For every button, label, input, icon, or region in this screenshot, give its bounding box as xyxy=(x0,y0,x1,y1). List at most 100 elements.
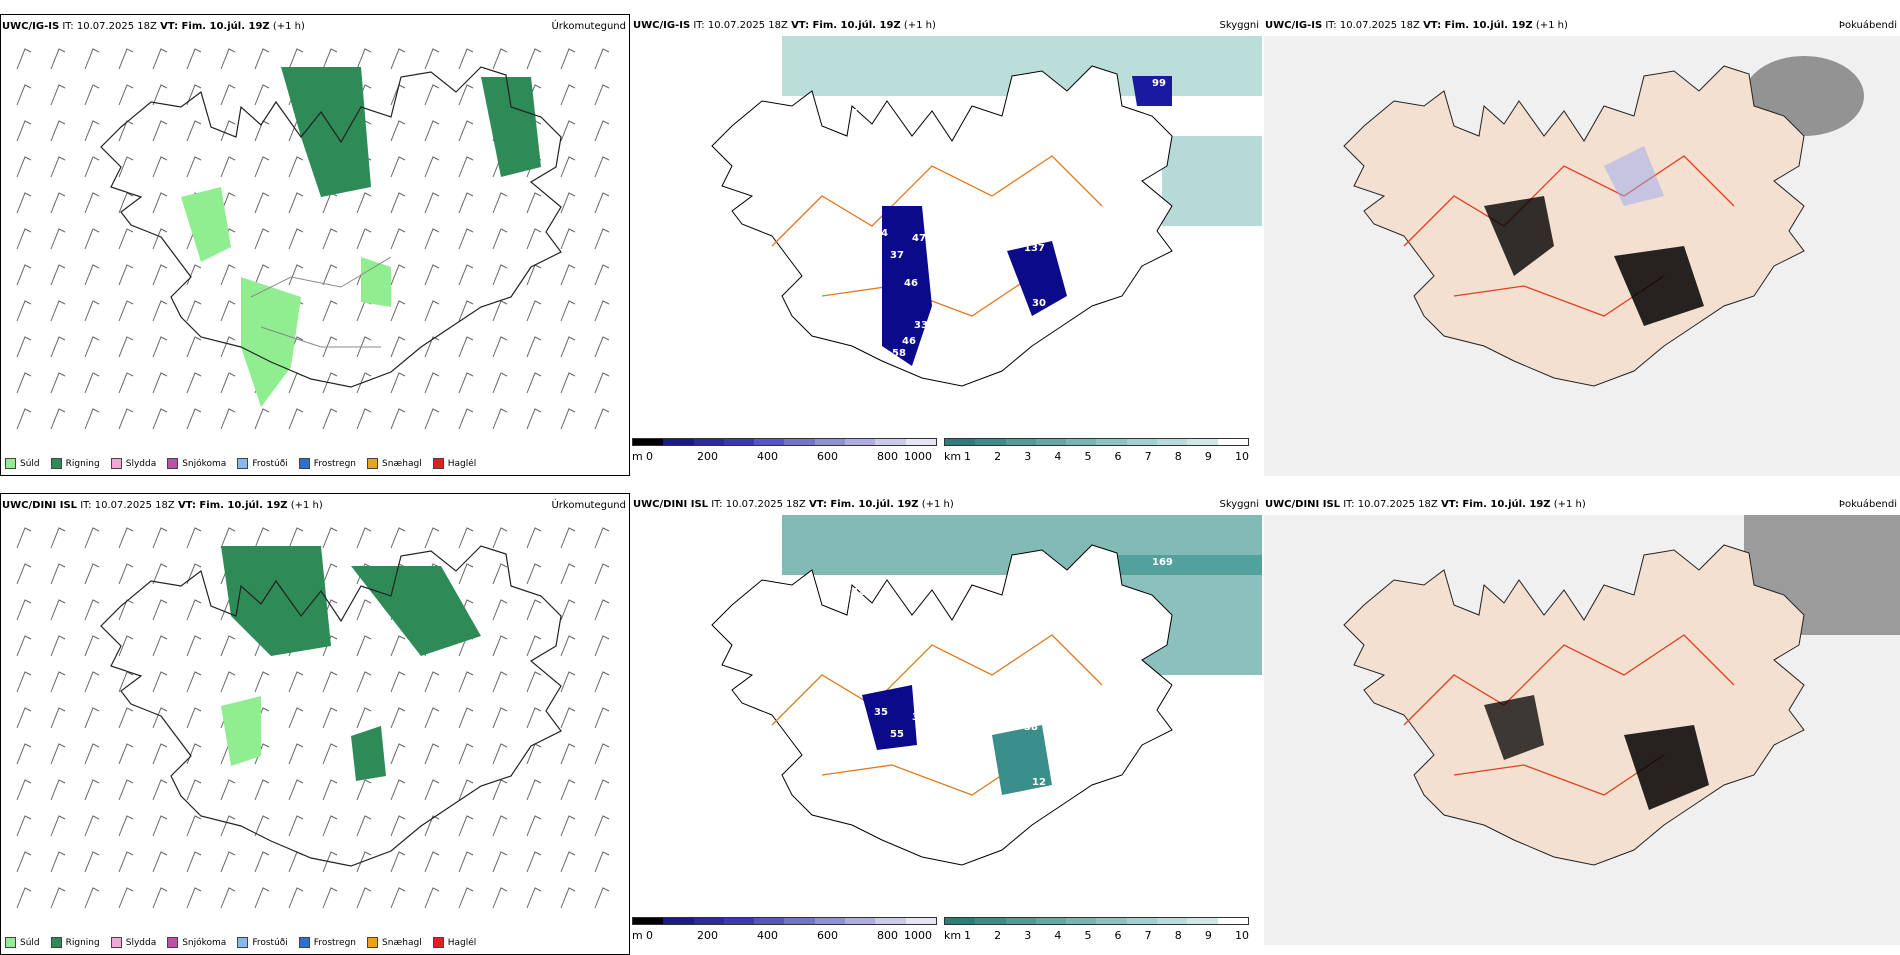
wind-barb xyxy=(560,84,576,106)
wind-barb xyxy=(424,851,440,873)
wind-barb xyxy=(50,300,66,322)
wind-barb xyxy=(16,527,32,549)
wind-barb xyxy=(118,156,134,178)
wind-barb xyxy=(560,815,576,837)
wind-barb xyxy=(424,336,440,358)
wind-barb xyxy=(390,408,406,430)
wind-barb xyxy=(152,671,168,693)
wind-barb xyxy=(16,408,32,430)
wind-barb xyxy=(322,527,338,549)
wind-barb xyxy=(594,779,610,801)
cloud-base-colorbar: m 0 200 400 600 800 1000 xyxy=(632,917,942,947)
swatch xyxy=(298,937,310,948)
cloud-base-label: 169 xyxy=(1152,557,1173,568)
wind-barb xyxy=(254,671,270,693)
wind-barb xyxy=(152,84,168,106)
tick-label: 1000 xyxy=(904,450,932,463)
wind-barb xyxy=(322,635,338,657)
wind-barb xyxy=(322,228,338,250)
wind-barb xyxy=(186,408,202,430)
swatch xyxy=(367,937,379,948)
wind-barb xyxy=(152,743,168,765)
wind-barb xyxy=(526,563,542,585)
model-title: UWC/DINI ISL xyxy=(2,500,78,511)
wind-barb xyxy=(118,743,134,765)
wind-barb xyxy=(152,264,168,286)
wind-barb xyxy=(424,527,440,549)
wind-barb xyxy=(458,84,474,106)
wind-barb xyxy=(152,48,168,70)
wind-barb xyxy=(356,815,372,837)
wind-barb xyxy=(50,887,66,909)
wind-barb xyxy=(118,527,134,549)
precip-legend: Súld Rigning Slydda Snjókoma Frostúði Fr… xyxy=(5,937,476,948)
cloud-base-label: 172 xyxy=(844,587,865,598)
wind-barb xyxy=(152,779,168,801)
roads xyxy=(771,155,1103,317)
precip-map xyxy=(16,527,610,909)
fog-index-panel-row2: UWC/DINI ISL IT: 10.07.2025 18Z VT: Fim.… xyxy=(1264,493,1900,955)
wind-barb xyxy=(254,228,270,250)
wind-barb xyxy=(458,264,474,286)
valid-time: VT: Fim. 10.júl. 19Z xyxy=(160,21,270,32)
model-title: UWC/IG-IS xyxy=(2,21,60,32)
visibility-ticks: 1 2 3 4 5 6 7 8 9 10 xyxy=(964,450,1249,463)
panel-type-label: Þokuábendi xyxy=(1838,499,1897,510)
fog-area xyxy=(1614,246,1704,326)
init-time: IT: 10.07.2025 18Z xyxy=(693,20,788,31)
init-time: IT: 10.07.2025 18Z xyxy=(711,499,806,510)
wind-barb xyxy=(288,779,304,801)
wind-barb xyxy=(254,851,270,873)
wind-barb xyxy=(220,635,236,657)
wind-barb xyxy=(560,228,576,250)
wind-barb xyxy=(16,300,32,322)
wind-barb xyxy=(84,48,100,70)
swatch xyxy=(367,458,379,469)
swatch xyxy=(110,458,122,469)
wind-barb xyxy=(186,887,202,909)
cloud-base-label: 169 xyxy=(1082,617,1103,628)
wind-barb xyxy=(16,264,32,286)
low-cloud-area xyxy=(1007,241,1067,316)
wind-barb xyxy=(492,851,508,873)
wind-barb xyxy=(458,336,474,358)
cloud-base-label: 47 xyxy=(914,799,928,810)
wind-barb xyxy=(390,707,406,729)
panel-type-label: Skyggni xyxy=(1219,499,1259,510)
wind-barb xyxy=(152,851,168,873)
wind-barb xyxy=(186,707,202,729)
wind-barb xyxy=(16,192,32,214)
model-title: UWC/DINI ISL xyxy=(1265,499,1341,510)
wind-barb xyxy=(492,48,508,70)
wind-barb xyxy=(16,707,32,729)
wind-barb xyxy=(186,599,202,621)
wind-barb xyxy=(186,300,202,322)
wind-barb xyxy=(186,336,202,358)
wind-barb xyxy=(118,887,134,909)
wind-barb xyxy=(526,48,542,70)
wind-barb xyxy=(16,779,32,801)
wind-barb xyxy=(118,851,134,873)
wind-barb xyxy=(458,527,474,549)
valid-time: VT: Fim. 10.júl. 19Z xyxy=(177,500,288,511)
tick-label: 0 xyxy=(646,450,653,463)
legend-item-hail: Haglél xyxy=(432,937,476,948)
wind-barb xyxy=(220,851,236,873)
wind-barb xyxy=(526,707,542,729)
wind-barb xyxy=(118,336,134,358)
wind-barb xyxy=(50,192,66,214)
cloud-base-label: 37 xyxy=(890,250,904,261)
wind-barb xyxy=(84,527,100,549)
wind-barb xyxy=(356,48,372,70)
wind-barb xyxy=(560,851,576,873)
wind-barb xyxy=(50,527,66,549)
wind-barb xyxy=(254,887,270,909)
wind-barb xyxy=(118,48,134,70)
wind-barb xyxy=(288,228,304,250)
wind-barb xyxy=(356,635,372,657)
wind-barb xyxy=(458,156,474,178)
wind-barb xyxy=(186,48,202,70)
coastline xyxy=(711,65,1173,387)
wind-barb xyxy=(84,743,100,765)
wind-barb xyxy=(390,743,406,765)
